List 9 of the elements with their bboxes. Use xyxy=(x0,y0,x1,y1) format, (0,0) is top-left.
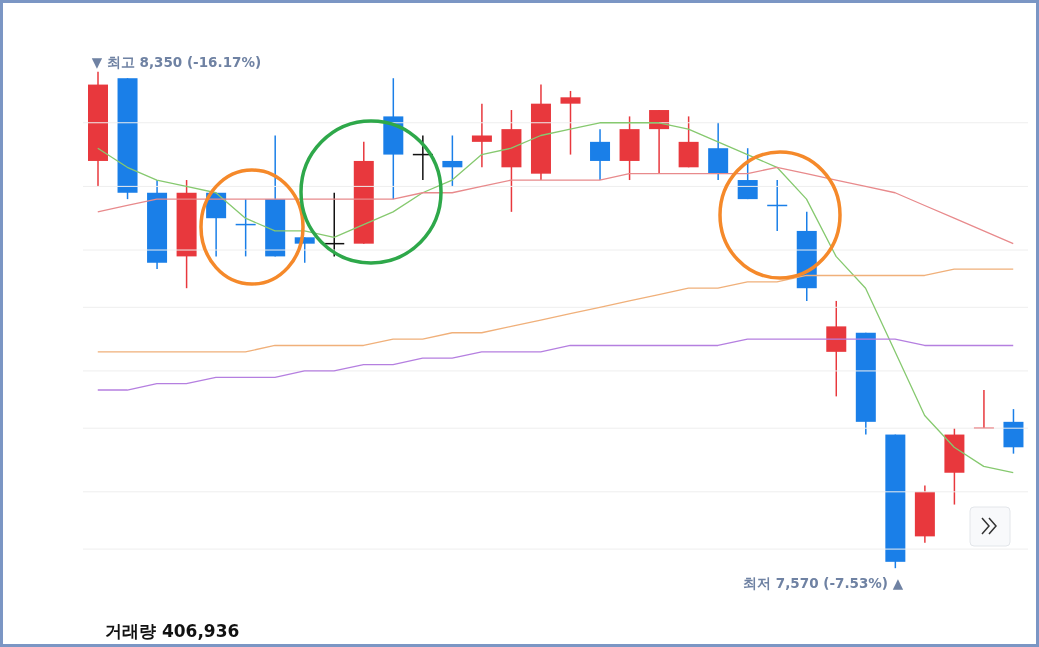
candlestick xyxy=(560,90,581,156)
text: 거래량 406,936 xyxy=(105,621,240,641)
candlestick xyxy=(442,134,463,188)
text: ▼ 최고 8,350 (-16.17%) xyxy=(91,53,262,70)
candlestick xyxy=(590,128,611,181)
candlestick xyxy=(649,109,670,175)
text: 최저 7,570 (-7.53%) ▲ xyxy=(743,575,904,592)
candlestick xyxy=(471,102,492,169)
candlestick xyxy=(737,147,758,200)
